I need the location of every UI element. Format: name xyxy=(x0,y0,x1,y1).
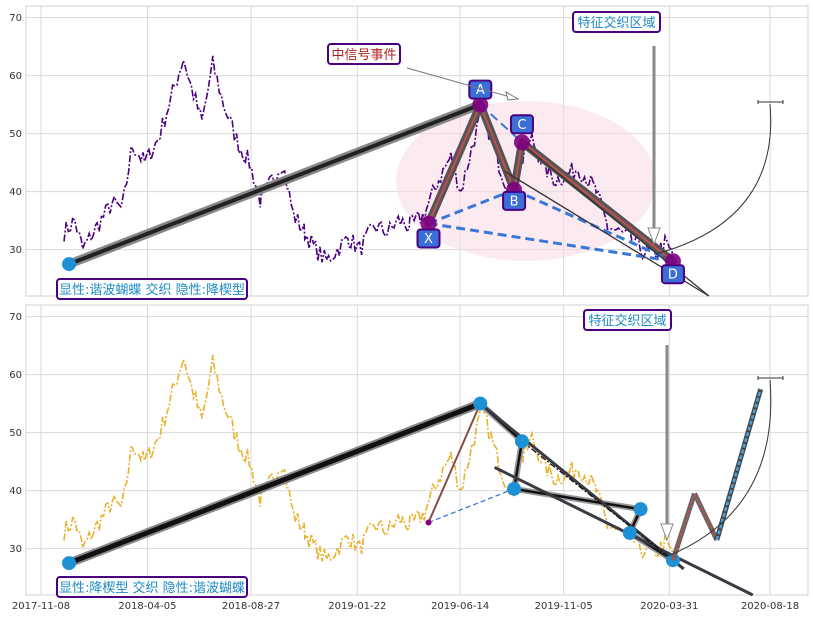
x-tick-label-4: 2019-06-14 xyxy=(431,601,489,612)
bottom-panel-ytick-label-3: 60 xyxy=(9,370,22,381)
bottom-proj-down xyxy=(693,493,718,541)
bottom-proj-up2 xyxy=(715,388,762,541)
top-zone-annotation: 特征交织区域 xyxy=(572,11,661,33)
top-event-arrow xyxy=(406,67,515,99)
x-tick-label-5: 2019-11-05 xyxy=(535,601,593,612)
x-tick-label-1: 2018-04-05 xyxy=(118,601,176,612)
bottom-panel-ytick-label-4: 70 xyxy=(9,312,22,323)
top-panel-ytick-label-3: 60 xyxy=(9,71,22,82)
top-point-A xyxy=(472,96,489,113)
top-panel-ytick-label-2: 50 xyxy=(9,129,22,140)
bottom-wedge-upper xyxy=(479,402,685,571)
bottom-wedge-point-2 xyxy=(507,481,522,496)
top-point-box-B xyxy=(502,190,527,211)
top-point-box-X xyxy=(416,228,441,249)
top-price-series xyxy=(63,55,674,263)
top-pattern-annotation: 显性:谐波蝴蝶 交织 隐性:降楔型 xyxy=(56,278,248,300)
top-dash-XB xyxy=(427,188,515,225)
bottom-price-series xyxy=(63,354,674,562)
bottom-projection-arc xyxy=(667,379,772,557)
top-panel-ytick-label-4: 70 xyxy=(9,13,22,24)
bottom-pattern-annotation: 显性:降楔型 交织 隐性:谐波蝴蝶 xyxy=(56,576,248,598)
bottom-leg-XB xyxy=(428,488,515,524)
top-zone-annotation-box xyxy=(572,11,661,33)
bottom-point-X xyxy=(425,519,432,526)
bottom-zone-arrow-head xyxy=(660,523,674,542)
x-tick-label-3: 2019-01-22 xyxy=(328,601,386,612)
x-tick-label-6: 2020-03-31 xyxy=(640,601,698,612)
bottom-projection-cap xyxy=(757,376,784,380)
top-point-label-D: D xyxy=(668,268,678,283)
top-pattern-annotation-box xyxy=(56,278,248,300)
bottom-wedge-point-4 xyxy=(622,525,637,540)
x-tick-label-2: 2018-08-27 xyxy=(222,601,280,612)
top-point-box-C xyxy=(509,114,534,135)
top-projection-cap xyxy=(757,100,784,104)
top-event-annotation-text: 中信号事件 xyxy=(331,48,396,63)
top-long-trend-line xyxy=(68,102,481,266)
x-tick-label-7: 2020-08-18 xyxy=(741,601,799,612)
bottom-zone-annotation-box xyxy=(583,309,672,331)
x-tick-label-0: 2017-11-08 xyxy=(12,601,70,612)
bottom-pattern-annotation-box xyxy=(56,576,248,598)
bottom-proj-up1 xyxy=(671,493,696,561)
bottom-wedge-point-0 xyxy=(473,396,488,411)
top-event-arrow-head xyxy=(505,90,520,101)
bottom-panel-ytick-label-2: 50 xyxy=(9,428,22,439)
top-zone-arrow-head xyxy=(647,227,661,246)
top-dash-AC xyxy=(479,103,523,144)
top-leg-CD xyxy=(521,141,674,262)
bottom-pattern-annotation-text: 显性:降楔型 交织 隐性:谐波蝴蝶 xyxy=(59,580,245,596)
top-point-label-C: C xyxy=(517,118,526,133)
bottom-wedge-mid xyxy=(521,440,674,561)
top-point-label-A: A xyxy=(476,83,485,98)
top-pattern-annotation-text: 显性:谐波蝴蝶 交织 隐性:降楔型 xyxy=(59,282,245,298)
bottom-zone-annotation: 特征交织区域 xyxy=(583,309,672,331)
bottom-panel-frame: 30 40 50 60 70 xyxy=(9,304,809,596)
top-event-annotation-box xyxy=(327,43,401,65)
bottom-panel-ytick-label-1: 40 xyxy=(9,486,22,497)
top-leg-BC xyxy=(513,142,523,191)
top-leg-AB xyxy=(479,104,515,191)
top-event-annotation: 中信号事件 xyxy=(327,43,401,65)
bottom-wedge-point-3 xyxy=(633,502,648,517)
top-point-label-B: B xyxy=(510,194,519,209)
bottom-long-trend-line xyxy=(68,401,482,566)
top-point-X xyxy=(420,215,437,232)
top-leg-XA xyxy=(427,104,482,224)
bottom-panel-ytick-label-0: 30 xyxy=(9,544,22,555)
top-projection-arc xyxy=(655,103,772,255)
top-panel-ytick-label-1: 40 xyxy=(9,187,22,198)
top-point-C xyxy=(513,134,530,151)
top-panel-frame: 30 40 50 60 70 xyxy=(9,5,809,297)
bottom-start-point xyxy=(62,556,77,571)
top-point-box-D xyxy=(660,264,685,285)
bottom-wedge-point-1 xyxy=(514,434,529,449)
bottom-zone-annotation-text: 特征交织区域 xyxy=(588,313,666,329)
top-zone-annotation-text: 特征交织区域 xyxy=(577,15,655,31)
top-start-point xyxy=(62,257,77,272)
bottom-panel-plot-area xyxy=(25,304,809,596)
top-panel-ytick-label-0: 30 xyxy=(9,245,22,256)
bottom-leg-XA xyxy=(427,403,482,523)
top-point-box-A xyxy=(468,79,493,100)
top-point-label-X: X xyxy=(424,232,433,247)
